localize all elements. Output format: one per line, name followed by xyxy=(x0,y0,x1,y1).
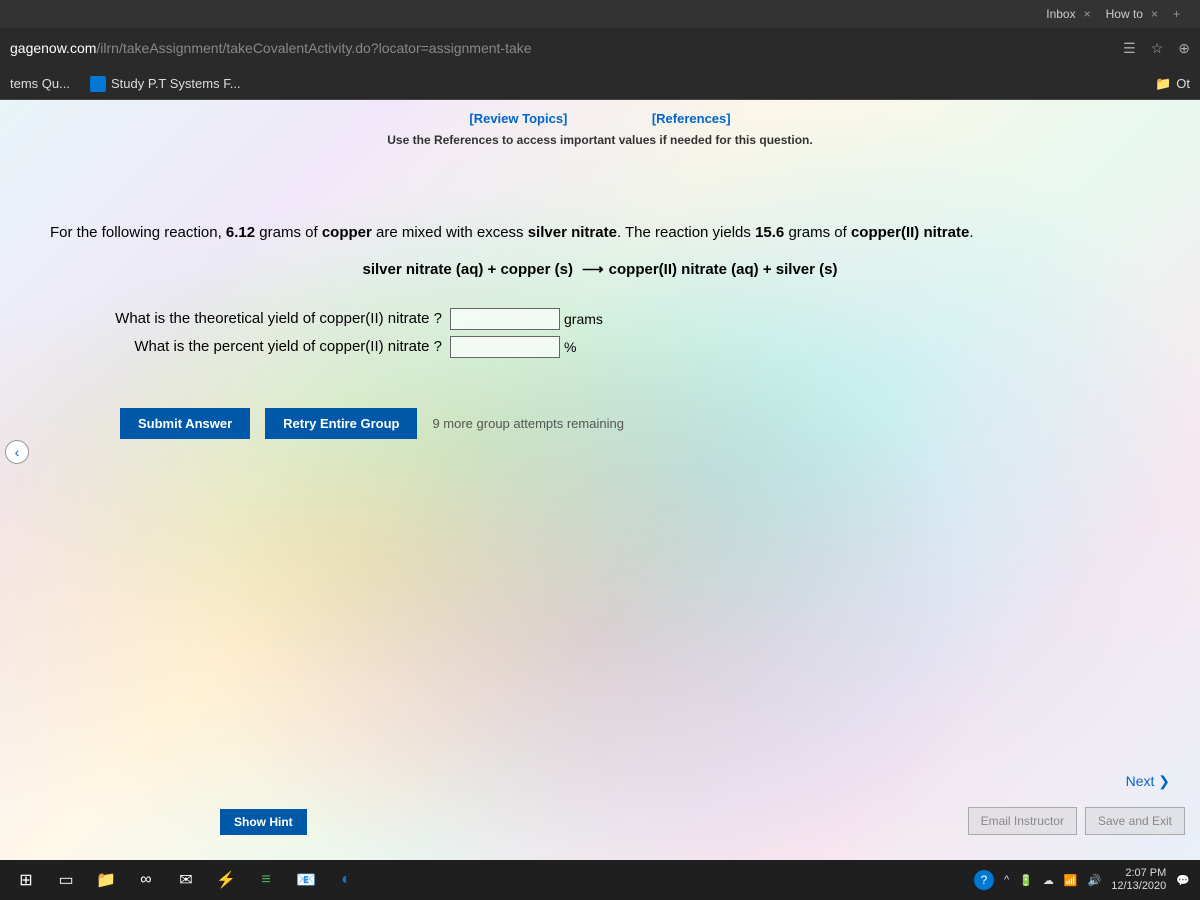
windows-taskbar: ⊞ ▭ 📁 ∞ ✉ ⚡ ≡ 📧 ◐ ? ^ 🔋 ☁ 📶 🔊 2:07 PM 12… xyxy=(0,860,1200,900)
text: grams of xyxy=(255,224,322,241)
theoretical-yield-input[interactable] xyxy=(450,308,560,330)
theoretical-yield-row: What is the theoretical yield of copper(… xyxy=(80,308,1150,330)
unit-label: % xyxy=(564,339,576,355)
submit-answer-button[interactable]: Submit Answer xyxy=(120,408,250,439)
bookmark-favicon-icon xyxy=(90,76,106,92)
windows-icon: ⊞ xyxy=(19,870,32,890)
problem-statement: For the following reaction, 6.12 grams o… xyxy=(50,222,1150,245)
volume-icon[interactable]: 🔊 xyxy=(1088,874,1102,887)
text: are mixed with excess xyxy=(372,224,528,241)
task-view-button[interactable]: ▭ xyxy=(50,864,82,896)
taskbar-app[interactable]: 📧 xyxy=(290,864,322,896)
notifications-icon[interactable]: 💬 xyxy=(1176,874,1190,887)
app-icon: ≡ xyxy=(261,871,270,889)
percent-yield-row: What is the percent yield of copper(II) … xyxy=(80,336,1150,358)
reagent: copper xyxy=(322,224,372,241)
time-text: 2:07 PM xyxy=(1111,867,1166,880)
favorites-icon[interactable]: ☆ xyxy=(1151,40,1164,57)
close-icon[interactable]: × xyxy=(1151,7,1158,21)
edge-icon: ◐ xyxy=(341,871,351,889)
file-explorer-icon: 📁 xyxy=(96,870,116,890)
references-link[interactable]: [References] xyxy=(652,111,731,126)
header-links: [Review Topics] [References] xyxy=(0,100,1200,133)
reagent: silver nitrate xyxy=(528,224,617,241)
mass-value: 6.12 xyxy=(226,224,255,241)
wifi-icon[interactable]: 📶 xyxy=(1064,874,1078,887)
attempts-remaining: 9 more group attempts remaining xyxy=(432,416,623,431)
question-body: For the following reaction, 6.12 grams o… xyxy=(0,162,1200,459)
taskbar-app[interactable]: ✉ xyxy=(170,864,202,896)
tab-howto[interactable]: How to × xyxy=(1106,7,1158,21)
page-content: [Review Topics] [References] Use the Ref… xyxy=(0,100,1200,860)
tab-label: Inbox xyxy=(1046,7,1075,21)
next-button[interactable]: Next ❯ xyxy=(1126,773,1170,790)
cloud-icon[interactable]: ☁ xyxy=(1043,874,1054,887)
product: copper(II) nitrate xyxy=(851,224,969,241)
retry-group-button[interactable]: Retry Entire Group xyxy=(265,408,417,439)
folder-label: Ot xyxy=(1176,76,1190,91)
next-label: Next xyxy=(1126,773,1155,789)
text: . The reaction yields xyxy=(617,224,755,241)
percent-yield-input[interactable] xyxy=(450,336,560,358)
footer-buttons: Email Instructor Save and Exit xyxy=(968,807,1185,835)
app-icon: ⚡ xyxy=(216,870,236,890)
chemical-equation: silver nitrate (aq) + copper (s) ⟶ copper… xyxy=(50,260,1150,278)
bookmarks-bar: tems Qu... Study P.T Systems F... 📁 Ot xyxy=(0,68,1200,100)
date-text: 12/13/2020 xyxy=(1111,880,1166,893)
instruction-text: Use the References to access important v… xyxy=(0,133,1200,162)
bookmark-folder[interactable]: 📁 Ot xyxy=(1155,76,1190,92)
mail-app-icon: 📧 xyxy=(296,870,316,890)
chevron-right-icon: ❯ xyxy=(1154,773,1170,789)
text: grams of xyxy=(784,224,851,241)
taskbar-app[interactable]: 📁 xyxy=(90,864,122,896)
browser-tab-strip: Inbox × How to × + xyxy=(0,0,1200,28)
bookmark-study-pt[interactable]: Study P.T Systems F... xyxy=(90,76,241,92)
folder-icon: 📁 xyxy=(1155,76,1171,92)
mass-value: 15.6 xyxy=(755,224,784,241)
infinity-icon: ∞ xyxy=(140,871,151,889)
save-and-exit-button[interactable]: Save and Exit xyxy=(1085,807,1185,835)
url-display[interactable]: gagenow.com/ilrn/takeAssignment/takeCova… xyxy=(10,40,1108,56)
collections-icon[interactable]: ⊕ xyxy=(1178,40,1190,57)
text: . xyxy=(969,224,973,241)
show-hint-button[interactable]: Show Hint xyxy=(220,809,307,835)
review-topics-link[interactable]: [Review Topics] xyxy=(469,111,567,126)
battery-icon[interactable]: 🔋 xyxy=(1019,874,1033,887)
input-label: What is the theoretical yield of copper(… xyxy=(80,310,450,327)
text: For the following reaction, xyxy=(50,224,226,241)
address-bar: gagenow.com/ilrn/takeAssignment/takeCova… xyxy=(0,28,1200,68)
start-button[interactable]: ⊞ xyxy=(10,864,42,896)
action-buttons: Submit Answer Retry Entire Group 9 more … xyxy=(120,408,1150,439)
equation-lhs: silver nitrate (aq) + copper (s) xyxy=(363,261,573,278)
answer-inputs: What is the theoretical yield of copper(… xyxy=(80,308,1150,358)
unit-label: grams xyxy=(564,311,603,327)
bookmark-label: tems Qu... xyxy=(10,76,70,91)
reaction-arrow-icon: ⟶ xyxy=(582,260,604,278)
url-domain: gagenow.com xyxy=(10,40,96,56)
input-label: What is the percent yield of copper(II) … xyxy=(80,338,450,355)
system-tray: ? ^ 🔋 ☁ 📶 🔊 2:07 PM 12/13/2020 💬 xyxy=(974,867,1190,893)
taskbar-app[interactable]: ≡ xyxy=(250,864,282,896)
url-path: /ilrn/takeAssignment/takeCovalentActivit… xyxy=(96,40,531,56)
taskbar-app[interactable]: ∞ xyxy=(130,864,162,896)
taskbar-app[interactable]: ◐ xyxy=(330,864,362,896)
taskbar-app[interactable]: ⚡ xyxy=(210,864,242,896)
equation-rhs: copper(II) nitrate (aq) + silver (s) xyxy=(609,261,838,278)
mail-icon: ✉ xyxy=(179,870,192,890)
tab-label: How to xyxy=(1106,7,1143,21)
tab-inbox[interactable]: Inbox × xyxy=(1046,7,1090,21)
clock[interactable]: 2:07 PM 12/13/2020 xyxy=(1111,867,1166,893)
chevron-up-icon[interactable]: ^ xyxy=(1004,874,1009,886)
email-instructor-button[interactable]: Email Instructor xyxy=(968,807,1077,835)
new-tab-icon[interactable]: + xyxy=(1173,7,1180,21)
close-icon[interactable]: × xyxy=(1084,7,1091,21)
bookmark-label: Study P.T Systems F... xyxy=(111,76,241,91)
bookmark-items-qu[interactable]: tems Qu... xyxy=(10,76,70,91)
reading-list-icon[interactable]: ☰ xyxy=(1123,40,1136,57)
task-view-icon: ▭ xyxy=(58,870,73,890)
help-icon[interactable]: ? xyxy=(974,870,994,890)
